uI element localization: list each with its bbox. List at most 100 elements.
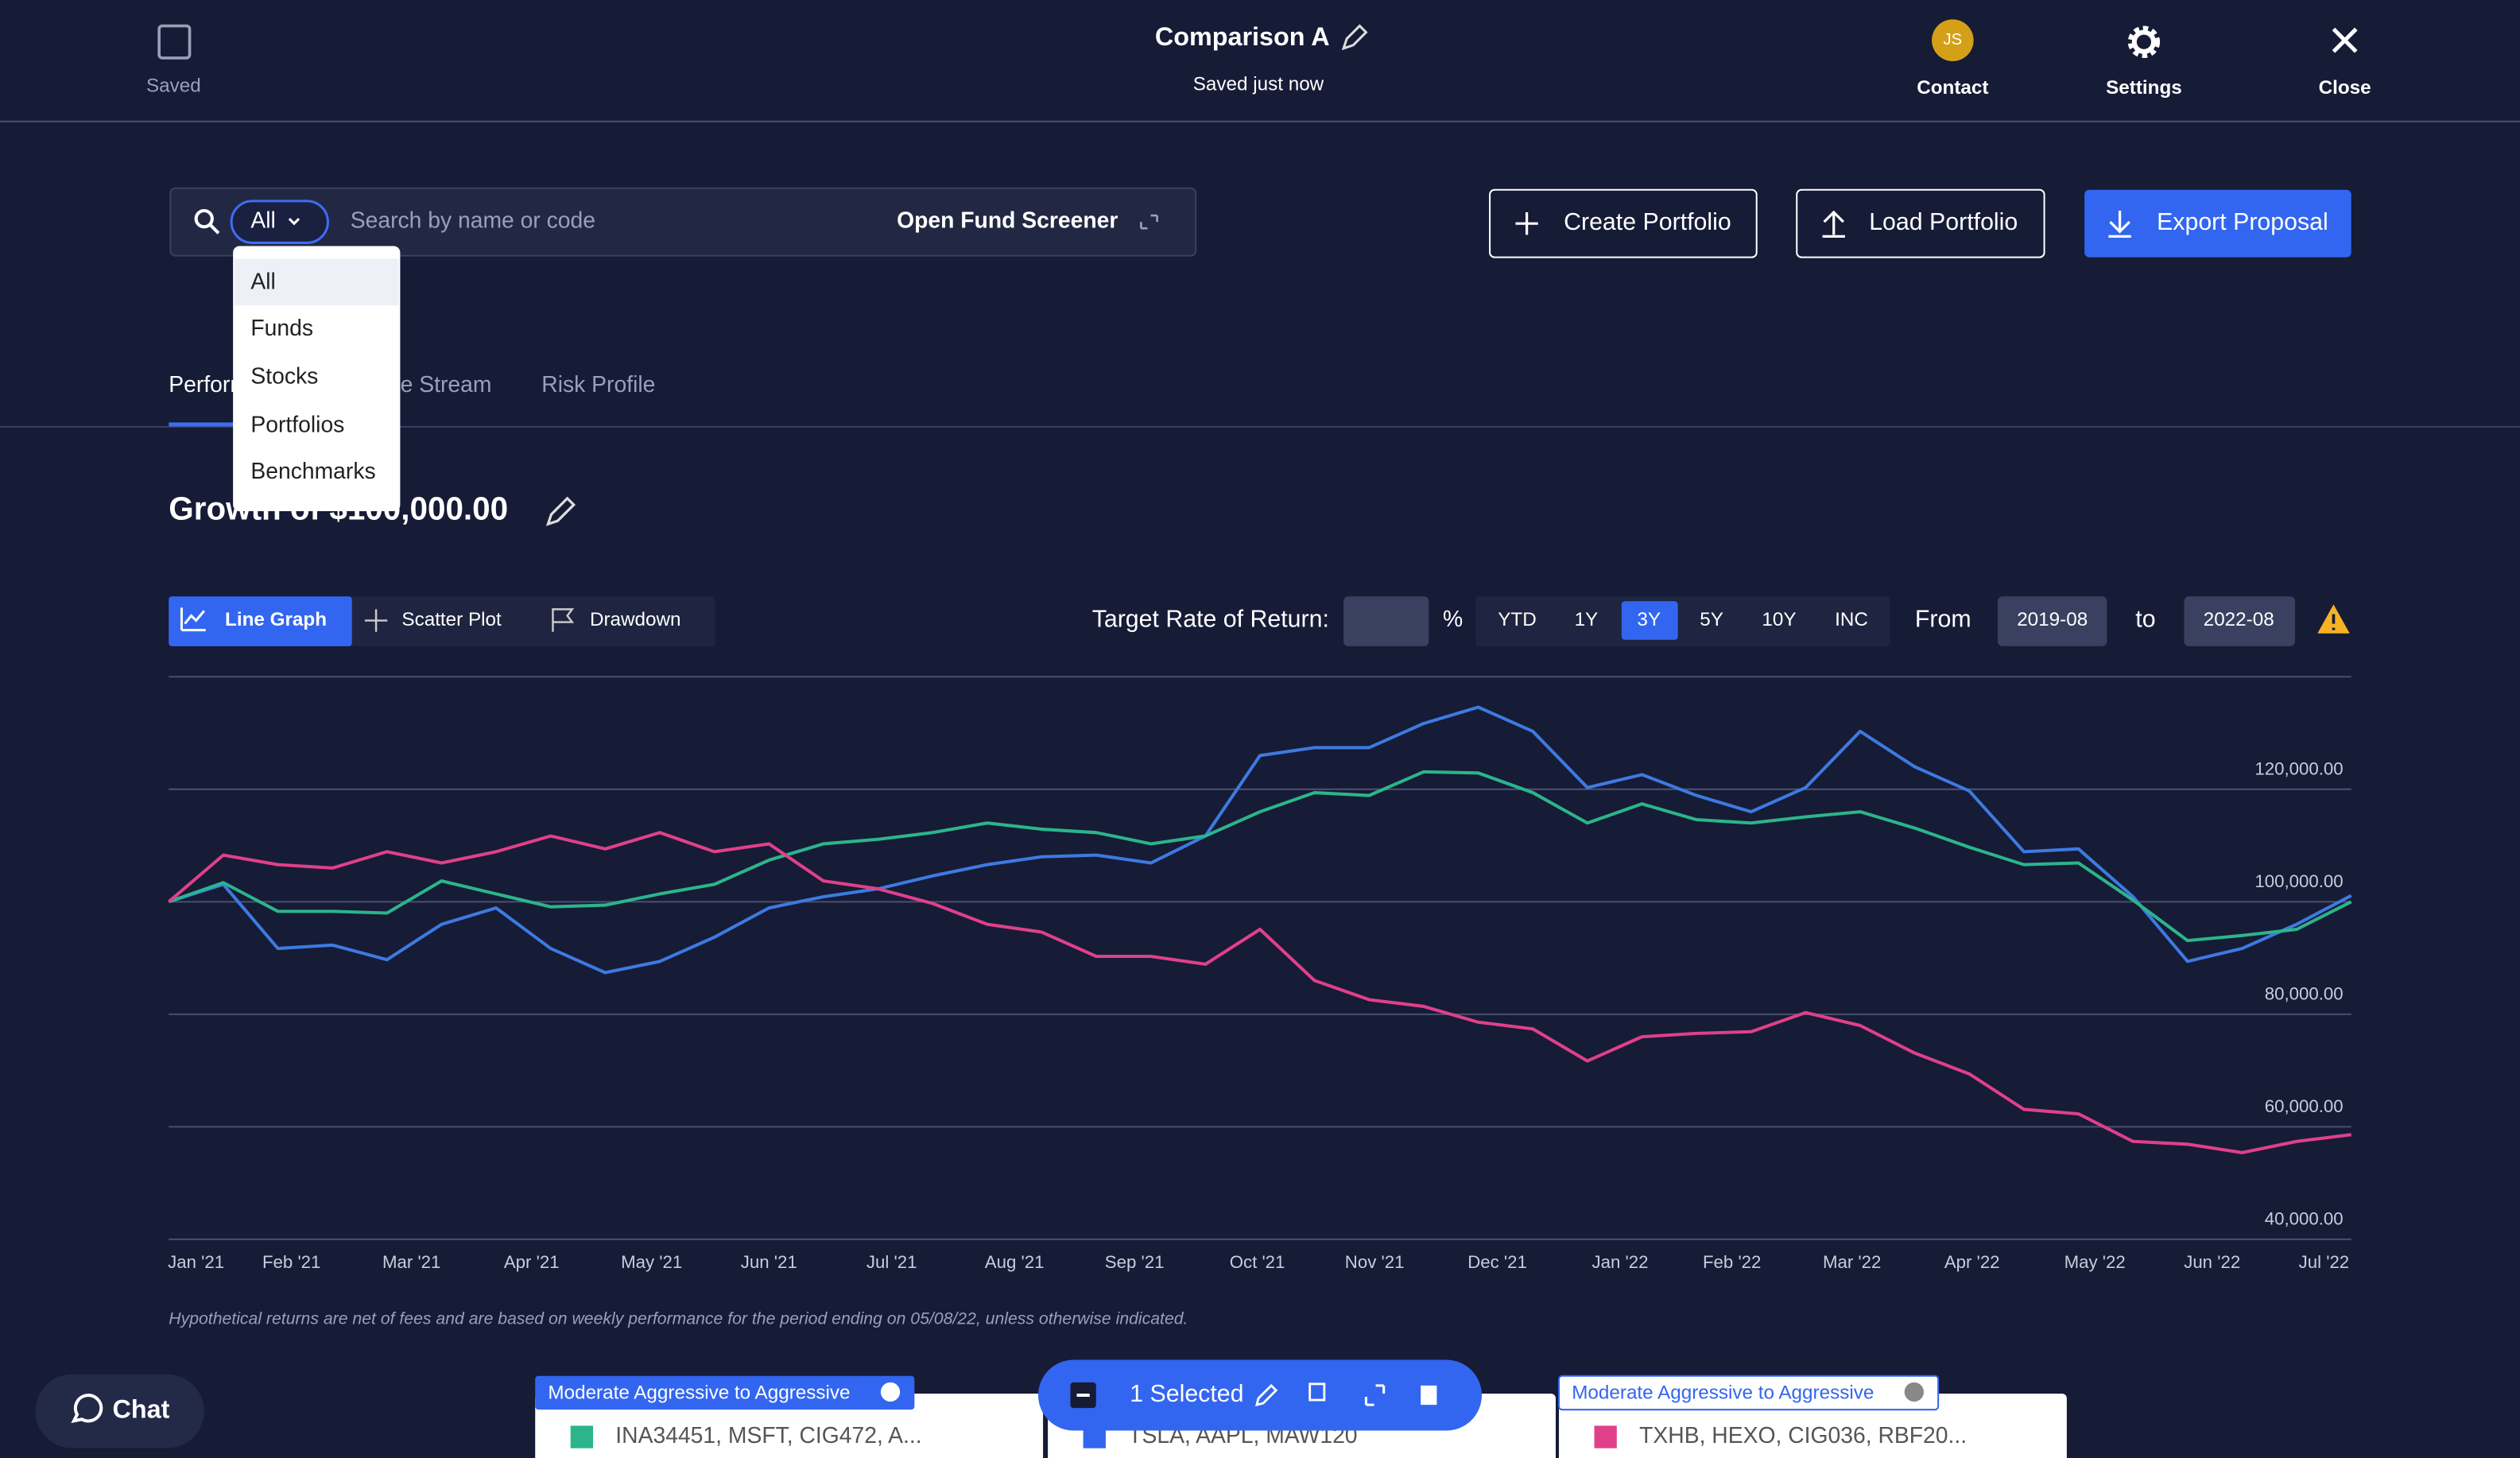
portfolio-icon	[1594, 1425, 1617, 1448]
series-line	[168, 770, 2352, 943]
footnote: Hypothetical returns are net of fees and…	[169, 1310, 1188, 1328]
x-tick-label: Jul '22	[2299, 1252, 2350, 1272]
search-icon	[194, 208, 214, 229]
plus-icon	[1515, 212, 1538, 235]
saved-label: Saved	[146, 76, 201, 97]
filter-value: All	[250, 207, 275, 233]
from-date-box[interactable]	[1997, 596, 2107, 646]
tab[interactable]: Risk Profile	[541, 371, 655, 397]
y-tick-label: 60,000.00	[2265, 1096, 2344, 1116]
to-date-box[interactable]	[2184, 596, 2295, 646]
avatar-initials: JS	[1944, 31, 1963, 48]
x-tick-label: Jul '21	[866, 1252, 917, 1272]
risk-tag	[1558, 1375, 1940, 1411]
fund-screener-link[interactable]: Open Fund Screener	[897, 207, 1118, 233]
dropdown-option[interactable]: Portfolios	[250, 411, 344, 436]
graph-type[interactable]: Drawdown	[590, 609, 681, 630]
x-tick-label: Jan '22	[1592, 1252, 1649, 1272]
x-tick-label: Feb '22	[1703, 1252, 1761, 1272]
settings-label: Settings	[2106, 77, 2182, 99]
x-tick-label: Feb '21	[262, 1252, 320, 1272]
active-period	[1621, 601, 1678, 640]
dropdown-option[interactable]: Benchmarks	[250, 458, 375, 483]
x-tick-label: Oct '21	[1230, 1252, 1285, 1272]
line-chart: 40,000.00 60,000.00 80,000.00 100,000.00 120…	[167, 676, 2352, 1272]
selection-bar: 1 Selected	[1038, 1359, 1482, 1431]
contact-label: Contact	[1917, 77, 1988, 99]
risk-tag	[535, 1375, 915, 1410]
period-button[interactable]: 3Y	[1637, 609, 1661, 630]
x-tick-label: Mar '22	[1823, 1252, 1881, 1272]
dropdown-panel	[233, 246, 401, 512]
x-tick-label: Apr '21	[504, 1252, 560, 1272]
x-tick-label: Sep '21	[1105, 1252, 1165, 1272]
delete-icon[interactable]	[1421, 1385, 1437, 1406]
gear-icon-ring	[2131, 29, 2157, 54]
copy-icon[interactable]	[1308, 1382, 1326, 1402]
info-icon[interactable]	[1904, 1382, 1924, 1402]
avatar	[1932, 19, 1974, 61]
x-tick-label: May '21	[621, 1252, 682, 1272]
graph-type[interactable]: Scatter Plot	[401, 609, 502, 630]
x-tick-label: Jan '21	[168, 1252, 224, 1272]
card-holdings: TXHB, HEXO, CIG036, RBF20...	[1639, 1422, 1967, 1448]
period-button[interactable]: YTD	[1498, 609, 1537, 630]
edit-icon[interactable]	[1255, 1383, 1278, 1407]
dropdown-option[interactable]: Stocks	[250, 363, 318, 389]
download-icon	[2108, 211, 2131, 238]
x-tick-label: Dec '21	[1467, 1252, 1527, 1272]
settings-button[interactable]: Settings	[2106, 25, 2182, 99]
portfolio-card[interactable]	[535, 1393, 1044, 1458]
y-tick-label: 80,000.00	[2265, 983, 2344, 1003]
search-box[interactable]	[169, 187, 1197, 257]
x-tick-label: Apr '22	[1944, 1252, 2000, 1272]
button-outline	[1796, 188, 2045, 258]
risk-tag-label: Moderate Aggressive to Aggressive	[548, 1382, 850, 1403]
filter-dropdown: All Funds Stocks Portfolios Benchmarks	[233, 246, 401, 512]
from-date: 2019-08	[2017, 609, 2088, 630]
expand-icon	[1140, 214, 1158, 230]
drawdown-icon	[552, 608, 575, 632]
selection-pill	[1038, 1359, 1482, 1431]
period-button[interactable]: 1Y	[1575, 609, 1599, 630]
edit-title-icon[interactable]	[1341, 24, 1368, 51]
period-button[interactable]: 10Y	[1762, 609, 1796, 630]
edit-amount-icon[interactable]	[545, 496, 576, 526]
to-label: to	[2135, 607, 2155, 633]
load-portfolio-button[interactable]: Load Portfolio	[1796, 188, 2045, 258]
expand-icon[interactable]	[1364, 1384, 1386, 1406]
dropdown-option[interactable]: Funds	[250, 315, 313, 340]
save-status: Saved just now	[1193, 74, 1324, 95]
search-placeholder: Search by name or code	[351, 207, 595, 233]
filter-pill[interactable]	[230, 200, 329, 244]
period-group	[1475, 596, 1890, 646]
create-portfolio-button[interactable]: Create Portfolio	[1489, 188, 1758, 258]
risk-tag-label: Moderate Aggressive to Aggressive	[1572, 1382, 1874, 1403]
x-tick-label: Jun '22	[2184, 1252, 2240, 1272]
graph-type[interactable]: Line Graph	[225, 609, 327, 630]
upload-icon	[1822, 210, 1845, 238]
info-icon[interactable]	[880, 1382, 901, 1402]
x-tick-label: Mar '21	[382, 1252, 440, 1272]
contact-button[interactable]: JS Contact	[1917, 19, 1988, 99]
card-holdings: INA34451, MSFT, CIG472, A...	[615, 1422, 921, 1448]
active-graph-type	[169, 596, 352, 646]
series-line	[167, 831, 2351, 1154]
y-tick-label: 120,000.00	[2254, 758, 2343, 778]
chat-button[interactable]: Chat	[35, 1374, 204, 1448]
chat-label: Chat	[113, 1395, 170, 1424]
saved-button[interactable]: Saved	[146, 24, 201, 97]
dropdown-option[interactable]: All	[250, 268, 275, 293]
target-label: Target Rate of Return:	[1092, 607, 1329, 633]
period-button[interactable]: 5Y	[1700, 609, 1723, 630]
period-button[interactable]: INC	[1835, 609, 1868, 630]
target-input[interactable]	[1343, 596, 1429, 646]
chat-pill	[35, 1374, 204, 1448]
from-label: From	[1915, 607, 1971, 633]
export-proposal-button[interactable]: Export Proposal	[2084, 189, 2351, 258]
save-icon	[157, 24, 192, 60]
chat-icon	[71, 1394, 103, 1424]
close-button[interactable]: Close	[2319, 27, 2371, 99]
